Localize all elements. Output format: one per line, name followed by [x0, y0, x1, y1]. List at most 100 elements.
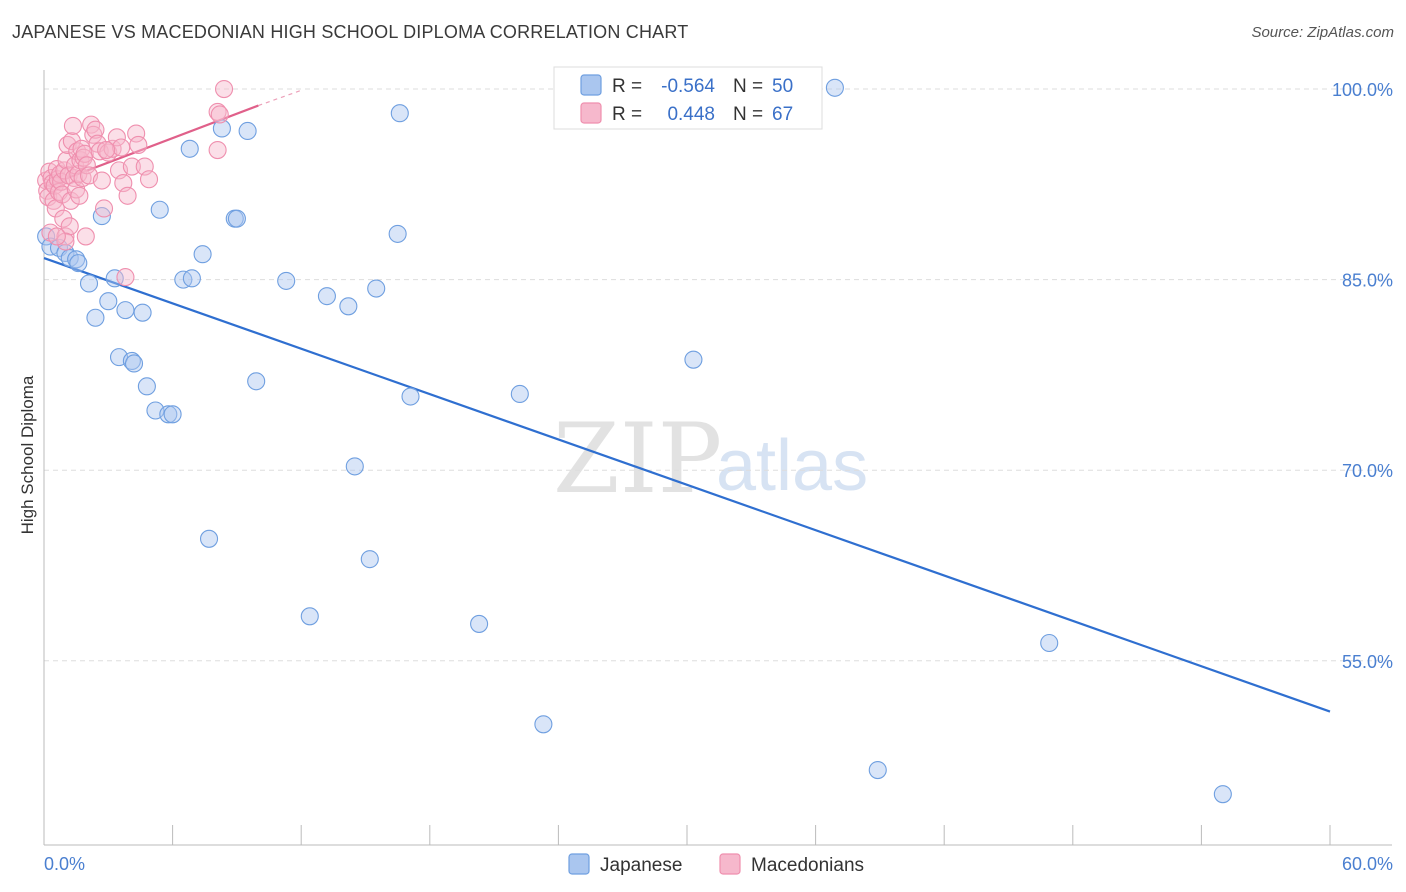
- bottom-legend: Japanese Macedonians: [568, 853, 864, 876]
- point-japanese-47: [868, 760, 887, 780]
- point-japanese-41: [401, 387, 420, 406]
- point-macedonians-56: [127, 124, 146, 143]
- point-japanese-44: [534, 715, 553, 734]
- legend-swatch-japanese: [580, 74, 602, 96]
- point-macedonians-61: [208, 102, 227, 121]
- point-japanese-15: [124, 354, 144, 373]
- point-japanese-48: [1040, 633, 1059, 653]
- point-macedonians-57: [129, 135, 148, 155]
- point-macedonians-54: [118, 186, 137, 205]
- point-macedonians-37: [76, 227, 95, 246]
- point-japanese-31: [247, 372, 266, 391]
- point-japanese-10: [99, 292, 118, 311]
- legend-r-label-japanese: R =: [612, 76, 642, 97]
- point-japanese-40: [390, 104, 409, 123]
- point-japanese-20: [159, 405, 178, 424]
- point-japanese-7: [79, 274, 99, 293]
- point-japanese-4: [60, 248, 79, 268]
- point-japanese-16: [133, 303, 152, 322]
- point-japanese-17: [137, 377, 156, 396]
- y-tick-labels: 100.0% 85.0% 70.0% 55.0%: [1332, 80, 1393, 672]
- point-japanese-13: [116, 301, 135, 320]
- point-japanese-38: [367, 279, 386, 298]
- point-japanese-21: [163, 405, 182, 424]
- point-japanese-29: [227, 209, 246, 228]
- point-macedonians-24: [62, 132, 81, 151]
- point-japanese-37: [360, 550, 379, 569]
- point-japanese-46: [825, 78, 844, 97]
- point-japanese-49: [1213, 785, 1232, 804]
- point-japanese-34: [317, 287, 336, 306]
- point-macedonians-31: [70, 186, 89, 205]
- gridlines: [44, 88, 1392, 662]
- point-macedonians-59: [139, 170, 159, 189]
- point-japanese-45: [684, 350, 703, 369]
- bottom-legend-label-japanese: Japanese: [600, 855, 682, 876]
- point-macedonians-63: [214, 80, 234, 99]
- y-tick-label-1: 85.0%: [1342, 271, 1393, 291]
- watermark-atlas: atlas: [716, 426, 868, 506]
- point-macedonians-55: [122, 157, 141, 176]
- point-japanese-42: [470, 614, 489, 633]
- bottom-legend-label-macedonians: Macedonians: [751, 855, 864, 876]
- point-japanese-8: [86, 308, 105, 327]
- point-japanese-35: [339, 297, 358, 316]
- chart-title: JAPANESE VS MACEDONIAN HIGH SCHOOL DIPLO…: [12, 22, 689, 42]
- legend-swatch-macedonians: [580, 102, 602, 124]
- watermark-zip: ZIP: [553, 403, 722, 515]
- point-macedonians-36: [75, 144, 94, 163]
- x-tick-label-1: 60.0%: [1342, 854, 1393, 874]
- point-macedonians-53: [116, 268, 135, 287]
- point-japanese-6: [69, 254, 88, 273]
- point-macedonians-62: [210, 105, 229, 124]
- point-japanese-30: [238, 121, 257, 141]
- point-macedonians-60: [208, 140, 227, 160]
- point-macedonians-45: [92, 171, 111, 190]
- x-tick-label-0: 0.0%: [44, 854, 85, 874]
- bottom-legend-swatch-japanese: [568, 853, 590, 875]
- watermark: ZIP atlas: [553, 403, 868, 515]
- y-tick-label-3: 55.0%: [1342, 652, 1393, 672]
- legend-n-label-macedonians: N =: [733, 104, 763, 125]
- legend-r-label-macedonians: R =: [612, 104, 642, 125]
- point-macedonians-49: [107, 128, 126, 147]
- trendline-extension-macedonians: [258, 89, 302, 107]
- bottom-legend-swatch-macedonians: [719, 853, 741, 875]
- chart-source: Source: ZipAtlas.com: [1251, 24, 1394, 41]
- point-japanese-32: [277, 271, 296, 290]
- legend-r-value-macedonians: 0.448: [667, 104, 715, 125]
- point-japanese-23: [182, 269, 201, 288]
- trendlines: [43, 89, 1331, 713]
- legend-r-value-japanese: -0.564: [661, 76, 715, 97]
- legend-n-label-japanese: N =: [733, 76, 763, 97]
- point-macedonians-42: [86, 120, 105, 139]
- legend: R = -0.564 N = 50 R = 0.448 N = 67: [553, 66, 823, 130]
- point-japanese-25: [193, 245, 212, 264]
- axes: [43, 70, 1392, 846]
- point-macedonians-33: [72, 139, 91, 158]
- point-macedonians-51: [112, 138, 131, 157]
- point-japanese-39: [388, 224, 407, 243]
- point-japanese-19: [150, 200, 169, 219]
- y-tick-label-2: 70.0%: [1342, 461, 1393, 481]
- x-tick-labels: 0.0% 60.0%: [44, 854, 1393, 874]
- point-japanese-33: [300, 607, 319, 626]
- trendline-japanese: [43, 256, 1331, 713]
- point-macedonians-25: [63, 116, 82, 135]
- legend-n-value-japanese: 50: [772, 76, 793, 97]
- point-macedonians-66: [97, 140, 116, 160]
- point-macedonians-16: [54, 209, 73, 228]
- point-macedonians-46: [94, 199, 114, 218]
- point-japanese-14: [122, 351, 141, 370]
- data-points: [37, 78, 1232, 804]
- point-japanese-27: [212, 119, 231, 138]
- point-japanese-26: [199, 529, 219, 548]
- point-macedonians-23: [61, 191, 80, 210]
- point-japanese-9: [92, 207, 111, 226]
- point-macedonians-65: [47, 227, 66, 246]
- point-japanese-43: [510, 384, 529, 404]
- point-japanese-24: [180, 139, 199, 158]
- legend-n-value-macedonians: 67: [772, 104, 793, 125]
- y-tick-label-0: 100.0%: [1332, 80, 1393, 100]
